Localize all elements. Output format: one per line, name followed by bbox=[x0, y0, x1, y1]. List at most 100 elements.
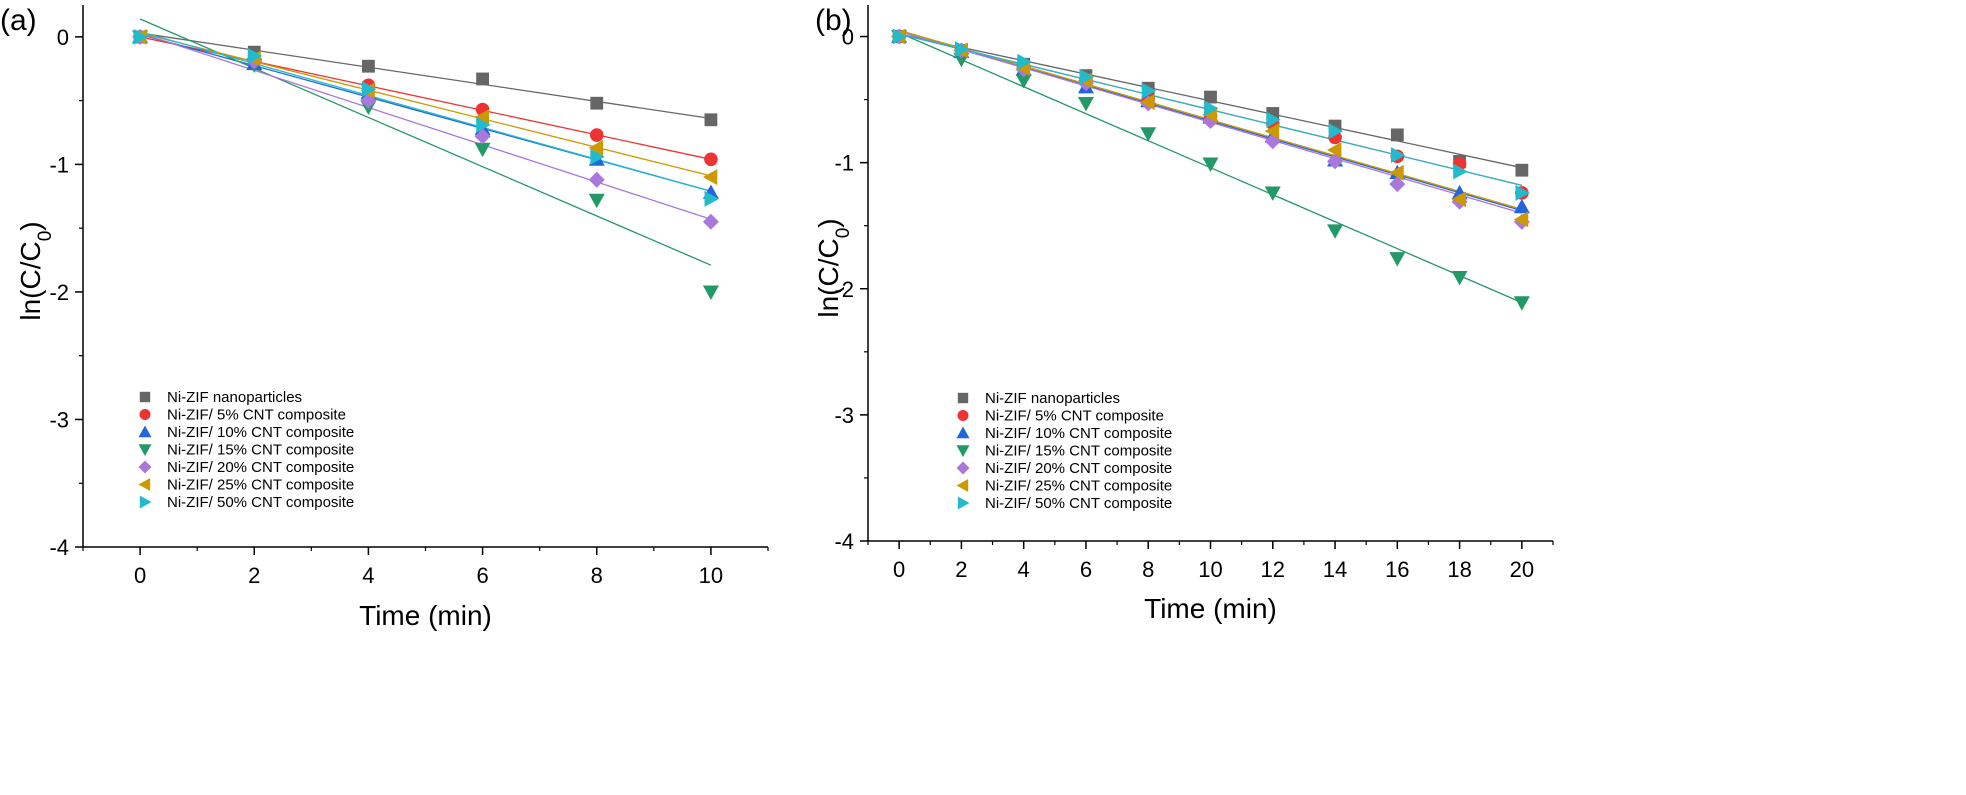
y-tick-label: -1 bbox=[834, 151, 854, 176]
legend-marker-5 bbox=[138, 478, 151, 491]
x-axis-title: Time (min) bbox=[359, 600, 492, 631]
data-point-s3 bbox=[588, 193, 605, 209]
data-point-s6 bbox=[1079, 68, 1094, 85]
y-axis-title: ln(C/C0) bbox=[15, 221, 56, 320]
legend-label-2: Ni-ZIF/ 10% CNT composite bbox=[167, 424, 354, 441]
data-point-s6 bbox=[1390, 147, 1406, 164]
data-point-s5 bbox=[1264, 123, 1280, 140]
legend-marker-3 bbox=[138, 444, 152, 456]
data-point-s3 bbox=[1389, 252, 1406, 267]
data-point-s0 bbox=[1390, 128, 1404, 142]
data-point-s5 bbox=[474, 109, 489, 126]
y-tick-label: -2 bbox=[49, 280, 69, 305]
data-point-s5 bbox=[702, 169, 718, 186]
legend-marker-6 bbox=[139, 495, 152, 509]
legend-marker-4 bbox=[956, 461, 970, 475]
data-point-s6 bbox=[892, 28, 908, 45]
data-point-s0 bbox=[476, 72, 489, 86]
data-point-s6 bbox=[1017, 53, 1032, 70]
x-tick-label: 18 bbox=[1447, 557, 1471, 582]
fit-line-6 bbox=[139, 31, 712, 192]
data-point-s6 bbox=[133, 28, 149, 45]
legend-marker-5 bbox=[956, 479, 969, 492]
data-point-s3 bbox=[1015, 74, 1032, 89]
x-tick-label: 8 bbox=[591, 563, 603, 588]
data-point-s3 bbox=[1327, 224, 1344, 239]
legend-label-1: Ni-ZIF/ 5% CNT composite bbox=[985, 408, 1164, 425]
x-tick-label: 20 bbox=[1510, 557, 1534, 582]
data-point-s3 bbox=[1077, 96, 1094, 112]
data-point-s3 bbox=[1202, 157, 1219, 172]
legend-marker-1 bbox=[139, 408, 151, 421]
y-axis-title: ln(C/C0) bbox=[813, 218, 854, 317]
x-axis-title: Time (min) bbox=[1144, 593, 1277, 624]
legend-label-2: Ni-ZIF/ 10% CNT composite bbox=[985, 425, 1172, 442]
data-point-s5 bbox=[1140, 94, 1155, 111]
panel-label: (a) bbox=[0, 4, 37, 37]
legend-label-5: Ni-ZIF/ 25% CNT composite bbox=[985, 478, 1172, 495]
legend-label-4: Ni-ZIF/ 20% CNT composite bbox=[985, 460, 1172, 477]
data-point-s3 bbox=[474, 142, 491, 158]
chart-panel-a: 0 -1 -2 -3 -4 0 2 4 6 8 10 (a) Time (min) ln(C/C0) Ni-… bbox=[0, 4, 769, 631]
data-point-s6 bbox=[476, 116, 491, 133]
data-point-s0 bbox=[704, 113, 718, 127]
data-point-s3 bbox=[1140, 127, 1157, 142]
data-point-s0 bbox=[362, 59, 375, 73]
x-tick-label: 4 bbox=[362, 563, 374, 588]
legend-label-0: Ni-ZIF nanoparticles bbox=[167, 389, 302, 406]
data-point-s6 bbox=[1266, 111, 1281, 128]
y-tick-label: -3 bbox=[834, 403, 854, 428]
fit-line-5 bbox=[139, 32, 712, 177]
data-point-s3 bbox=[702, 285, 719, 300]
legend-label-0: Ni-ZIF nanoparticles bbox=[985, 390, 1120, 407]
y-tick-label: -3 bbox=[49, 407, 69, 432]
y-tick-label: 0 bbox=[57, 25, 69, 50]
x-tick-label: 12 bbox=[1261, 557, 1285, 582]
x-tick-label: 2 bbox=[955, 557, 967, 582]
fit-line-4 bbox=[139, 32, 712, 220]
data-point-s4 bbox=[474, 128, 491, 145]
legend-marker-4 bbox=[138, 460, 152, 474]
data-point-s1 bbox=[589, 128, 604, 142]
data-point-s3 bbox=[1513, 296, 1530, 311]
legend-marker-1 bbox=[957, 409, 969, 422]
x-tick-label: 14 bbox=[1323, 557, 1347, 582]
panel-label: (b) bbox=[815, 4, 852, 37]
data-point-s6 bbox=[704, 190, 719, 207]
data-point-s4 bbox=[588, 171, 605, 188]
data-point-s4 bbox=[1389, 176, 1406, 193]
data-point-s1 bbox=[704, 152, 718, 167]
x-tick-label: 4 bbox=[1018, 557, 1030, 582]
y-tick-label: -4 bbox=[49, 535, 69, 560]
y-tick-label: -4 bbox=[834, 529, 854, 554]
legend-label-6: Ni-ZIF/ 50% CNT composite bbox=[985, 495, 1172, 512]
data-point-s5 bbox=[1389, 164, 1404, 181]
data-point-s6 bbox=[362, 81, 377, 98]
fit-line-0 bbox=[139, 32, 712, 120]
legend-label-4: Ni-ZIF/ 20% CNT composite bbox=[167, 459, 354, 476]
data-point-s6 bbox=[1515, 184, 1530, 201]
x-tick-label: 2 bbox=[248, 563, 260, 588]
data-point-s0 bbox=[590, 96, 604, 110]
y-tick-label: -1 bbox=[49, 152, 69, 177]
legend-label-3: Ni-ZIF/ 15% CNT composite bbox=[985, 443, 1172, 460]
legend-marker-2 bbox=[956, 426, 970, 439]
data-point-s6 bbox=[955, 41, 970, 58]
data-point-s4 bbox=[1327, 153, 1344, 170]
x-tick-label: 6 bbox=[1080, 557, 1092, 582]
legend-marker-0 bbox=[957, 392, 969, 404]
y-tick-label: -2 bbox=[834, 277, 854, 302]
x-tick-label: 8 bbox=[1142, 557, 1154, 582]
data-point-s5 bbox=[588, 139, 604, 156]
x-tick-label: 6 bbox=[476, 563, 488, 588]
data-point-s6 bbox=[1453, 163, 1468, 180]
legend-marker-0 bbox=[139, 391, 151, 403]
data-point-s5 bbox=[1451, 191, 1466, 208]
data-point-s6 bbox=[1141, 82, 1157, 99]
x-tick-label: 0 bbox=[893, 557, 905, 582]
data-point-s6 bbox=[247, 48, 263, 65]
data-point-s5 bbox=[1327, 142, 1342, 159]
data-point-s3 bbox=[1451, 271, 1468, 286]
data-point-s6 bbox=[1328, 123, 1344, 140]
legend-label-5: Ni-ZIF/ 25% CNT composite bbox=[167, 477, 354, 494]
